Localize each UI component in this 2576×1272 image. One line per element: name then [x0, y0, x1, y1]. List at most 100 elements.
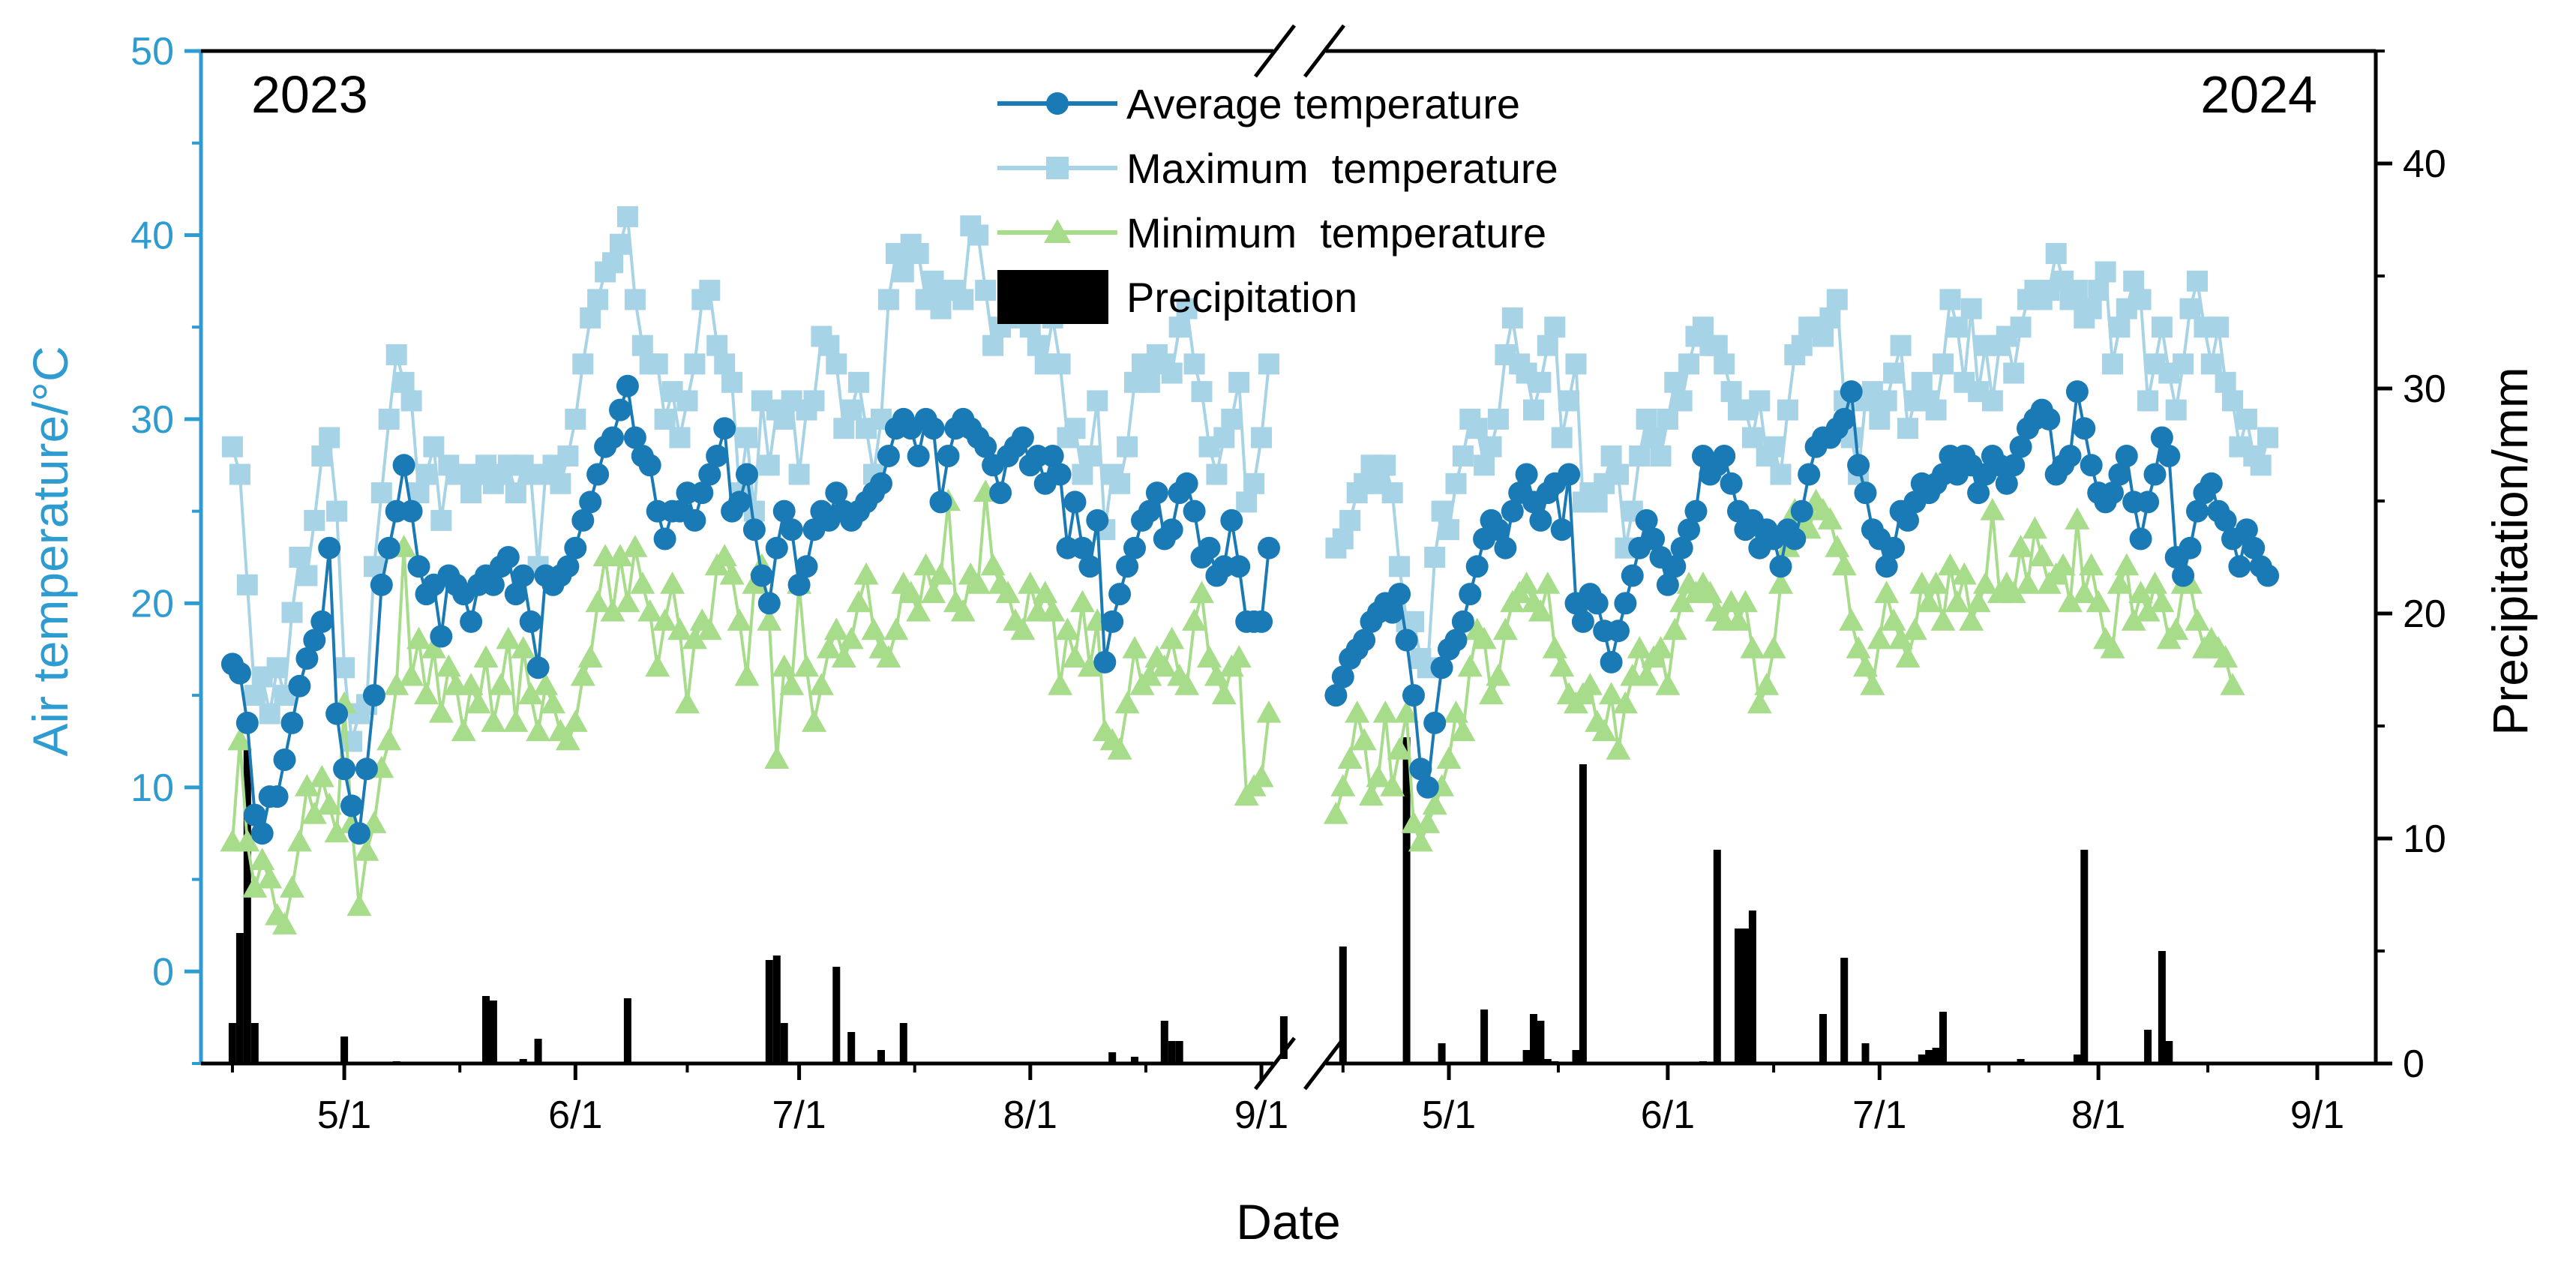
point-max-2024-176	[1819, 307, 1841, 328]
xtick-label-2024-5/1: 5/1	[1422, 1094, 1476, 1137]
point-avg-2024-143	[1585, 592, 1609, 615]
series-avg-2024	[1324, 380, 2280, 799]
point-min-2024-212	[2071, 580, 2097, 604]
point-avg-2024-232	[2214, 508, 2237, 532]
point-min-2024-167	[1754, 673, 1780, 695]
point-max-2024-177	[1826, 289, 1848, 310]
point-avg-2023-241	[1228, 555, 1251, 578]
point-min-2023-229	[1137, 663, 1162, 686]
axis-ticks: 0 10 20 30 40 50 0 10 20 30 40 5/1 6/1 7/1 8/1 9/1 5/1 6/…	[130, 30, 2446, 1137]
point-avg-2024-234	[2228, 555, 2251, 578]
break-slash-bottom-2	[1303, 1036, 1345, 1090]
point-min-2023-234	[1174, 673, 1200, 695]
point-avg-2024-119	[1416, 776, 1439, 799]
point-max-2024-231	[2208, 316, 2230, 338]
precipitation-bars	[228, 737, 2173, 1064]
point-min-2024-219	[2121, 608, 2146, 631]
point-min-2024-129	[1486, 663, 1511, 686]
legend-label-maximum: Maximum temperature	[1126, 145, 1558, 192]
point-avg-2023-171	[706, 445, 729, 467]
precip-bar-2024-175	[1819, 1014, 1827, 1064]
point-avg-2024-141	[1571, 610, 1594, 633]
point-max-2024-208	[2045, 243, 2067, 264]
point-min-2023-127	[376, 728, 402, 751]
xtick-label-2024-6/1: 6/1	[1641, 1094, 1695, 1137]
point-avg-2023-175	[736, 463, 758, 486]
point-max-2024-114	[1381, 482, 1403, 504]
precip-bar-2024-107	[1339, 946, 1347, 1064]
precip-bar-2023-178	[765, 960, 773, 1064]
point-min-2023-117	[301, 802, 327, 824]
point-max-2023-150	[550, 472, 571, 494]
point-max-2024-213	[2080, 298, 2102, 320]
point-avg-2023-202	[937, 445, 960, 467]
point-min-2023-132	[414, 682, 439, 705]
point-max-2023-112	[266, 657, 288, 679]
point-avg-2023-207	[974, 435, 997, 458]
point-avg-2023-155	[586, 463, 610, 486]
point-max-2024-146	[1608, 464, 1629, 485]
point-min-2024-199	[1980, 498, 2005, 520]
point-avg-2023-229	[1138, 500, 1161, 523]
point-min-2024-122	[1436, 746, 1462, 769]
point-min-2024-147	[1612, 691, 1638, 714]
point-min-2023-148	[533, 673, 558, 695]
point-min-2024-191	[1924, 572, 1949, 594]
xtick-label-2024-9/1: 9/1	[2290, 1094, 2344, 1137]
point-max-2023-207	[975, 280, 997, 302]
point-avg-2023-159	[616, 374, 639, 398]
precip-bar-2023-145	[519, 1059, 527, 1064]
point-max-2024-135	[1530, 371, 1552, 393]
point-min-2023-191	[853, 562, 879, 585]
point-min-2024-218	[2114, 553, 2140, 576]
point-max-2024-217	[2109, 316, 2131, 338]
point-avg-2023-222	[1086, 508, 1109, 532]
ytick-left-label-10: 10	[130, 766, 174, 810]
point-min-2024-206	[2029, 544, 2055, 566]
point-max-2024-108	[1339, 509, 1361, 531]
ytick-right-label-20: 20	[2403, 592, 2446, 636]
precip-bar-2024-224	[2165, 1041, 2173, 1064]
point-avg-2024-184	[1875, 555, 1898, 578]
point-min-2023-197	[898, 580, 924, 604]
point-min-2024-135	[1528, 599, 1553, 622]
precip-bar-2023-180	[780, 1023, 788, 1064]
xtick-label-2023-6/1: 6/1	[548, 1094, 602, 1137]
point-avg-2024-138	[1550, 518, 1573, 542]
point-avg-2024-187	[1897, 508, 1919, 532]
point-avg-2024-106	[1324, 684, 1348, 707]
point-min-2024-145	[1599, 682, 1624, 705]
point-min-2023-159	[615, 590, 640, 613]
point-avg-2024-202	[2002, 454, 2026, 477]
point-avg-2023-157	[601, 426, 624, 449]
point-max-2023-187	[826, 353, 847, 375]
point-min-2023-149	[541, 691, 565, 714]
point-min-2024-216	[2100, 636, 2125, 658]
point-min-2023-114	[280, 875, 304, 898]
point-avg-2023-138	[460, 610, 483, 633]
precip-bar-2024-223	[2158, 951, 2166, 1064]
point-min-2024-186	[1888, 626, 1914, 650]
point-max-2023-184	[803, 390, 825, 412]
precip-bar-2023-107	[235, 933, 244, 1064]
point-min-2023-238	[1204, 663, 1229, 686]
point-avg-2024-162	[1720, 472, 1743, 495]
point-min-2023-128	[384, 673, 409, 695]
point-avg-2023-198	[907, 445, 930, 467]
point-avg-2023-145	[511, 564, 535, 587]
point-min-2023-199	[913, 553, 939, 576]
precip-bar-2023-247	[1279, 1016, 1288, 1064]
point-min-2024-155	[1669, 590, 1695, 613]
point-max-2024-238	[2257, 427, 2279, 448]
point-max-2023-239	[1213, 427, 1235, 448]
point-min-2024-184	[1874, 580, 1900, 604]
point-avg-2023-116	[295, 647, 319, 670]
point-min-2023-239	[1211, 682, 1237, 705]
point-avg-2024-125	[1459, 583, 1482, 606]
point-max-2023-219	[1064, 418, 1086, 440]
point-avg-2023-115	[288, 674, 311, 698]
point-avg-2024-228	[2186, 500, 2209, 523]
xtick-label-2024-7/1: 7/1	[1852, 1094, 1906, 1137]
point-avg-2023-237	[1198, 536, 1221, 560]
point-max-2024-127	[1474, 454, 1495, 476]
